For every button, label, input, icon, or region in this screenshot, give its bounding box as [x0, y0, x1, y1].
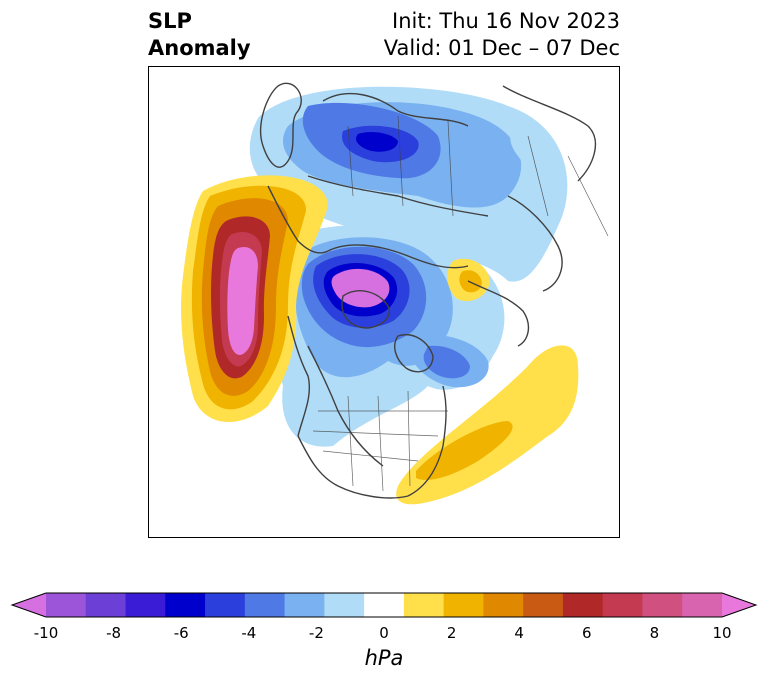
colorbar-tick-label: 10 — [712, 624, 732, 642]
title-line-2: Anomaly — [148, 36, 251, 60]
colorbar-cell — [205, 593, 246, 617]
colorbar-tick-label: 2 — [446, 624, 457, 642]
colorbar-cell — [324, 593, 365, 617]
colorbar-cell — [165, 593, 206, 617]
colorbar-extend-high — [722, 593, 756, 617]
colorbar-cell — [364, 593, 405, 617]
colorbar-cells — [12, 593, 756, 617]
coastlines — [259, 82, 597, 499]
colorbar-tick-label: 6 — [582, 624, 592, 642]
colorbar-cell — [125, 593, 166, 617]
map-title: SLP Anomaly — [148, 8, 251, 62]
colorbar-tick-label: -4 — [241, 624, 257, 642]
map-frame — [148, 66, 620, 538]
colorbar-unit: hPa — [364, 646, 404, 670]
init-date: Init: Thu 16 Nov 2023 — [392, 9, 620, 33]
valid-period: Valid: 01 Dec – 07 Dec — [383, 36, 620, 60]
arctic-low-anomaly — [264, 225, 505, 447]
contour-ar6 — [331, 268, 390, 308]
colorbar-cell — [443, 593, 484, 617]
colorbar-tick-label: -8 — [106, 624, 122, 642]
colorbar-ticks: -10 -8 -6 -4 -2 0 2 4 6 8 10 — [0, 624, 768, 644]
slp-anomaly-map — [148, 66, 620, 538]
contour-pa6 — [227, 246, 258, 355]
colorbar-cell — [46, 593, 87, 617]
colorbar-tick-label: 8 — [649, 624, 660, 642]
colorbar-tick-label: -10 — [33, 624, 59, 642]
contour-eu5 — [356, 131, 398, 152]
forecast-dates: Init: Thu 16 Nov 2023 Valid: 01 Dec – 07… — [384, 8, 620, 62]
colorbar-cell — [483, 593, 524, 617]
colorbar-cell — [642, 593, 683, 617]
contour-eu6 — [510, 130, 554, 180]
colorbar-cell — [85, 593, 127, 617]
colorbar-tick-label: 4 — [514, 624, 524, 642]
colorbar-cell — [403, 593, 445, 617]
colorbar-cell — [602, 593, 643, 617]
eurasia-low-anomaly — [249, 86, 568, 282]
contour-ar8 — [423, 345, 470, 379]
colorbar-tick-label: 0 — [379, 624, 389, 642]
title-line-1: SLP — [148, 9, 192, 33]
contour-at2 — [416, 421, 513, 481]
colorbar — [10, 592, 758, 618]
colorbar-tick-label: -2 — [308, 624, 324, 642]
atlantic-high-anomaly — [396, 258, 579, 505]
colorbar-cell — [244, 593, 286, 617]
country-borders — [312, 115, 609, 492]
contour-at4 — [459, 270, 482, 293]
colorbar-cell — [682, 593, 723, 617]
colorbar-cell — [562, 593, 604, 617]
colorbar-tick-label: -6 — [173, 624, 189, 642]
colorbar-cell — [523, 593, 564, 617]
colorbar-cell — [284, 593, 325, 617]
pacific-high-anomaly — [181, 175, 328, 423]
colorbar-extend-low — [12, 593, 46, 617]
